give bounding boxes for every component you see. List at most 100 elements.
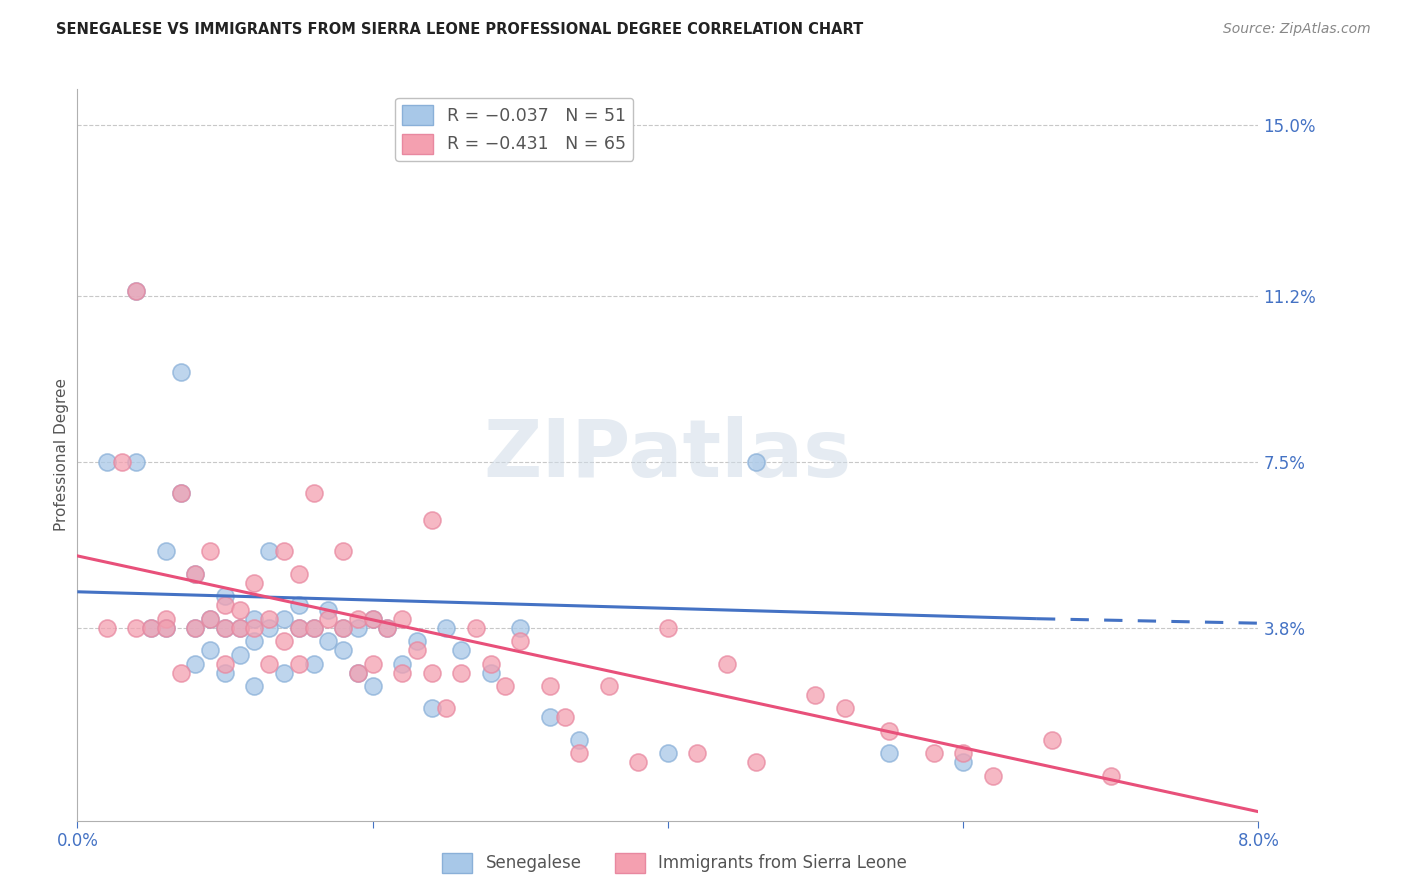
Point xyxy=(273,665,295,680)
Point xyxy=(538,679,561,693)
Point xyxy=(214,657,236,671)
Point xyxy=(657,621,679,635)
Point xyxy=(879,747,901,761)
Point xyxy=(686,747,709,761)
Point xyxy=(391,612,413,626)
Point xyxy=(436,701,458,715)
Point xyxy=(243,575,266,590)
Point xyxy=(302,621,325,635)
Point xyxy=(745,455,768,469)
Text: Source: ZipAtlas.com: Source: ZipAtlas.com xyxy=(1223,22,1371,37)
Point xyxy=(259,621,281,635)
Point xyxy=(450,643,472,657)
Point xyxy=(200,612,222,626)
Point xyxy=(318,603,340,617)
Point xyxy=(125,621,148,635)
Legend: Senegalese, Immigrants from Sierra Leone: Senegalese, Immigrants from Sierra Leone xyxy=(436,847,914,880)
Point xyxy=(479,665,502,680)
Point xyxy=(214,599,236,613)
Point xyxy=(229,621,252,635)
Point xyxy=(155,621,177,635)
Point xyxy=(465,621,488,635)
Point xyxy=(170,365,193,379)
Point xyxy=(657,747,679,761)
Point xyxy=(332,544,354,558)
Point xyxy=(259,657,281,671)
Point xyxy=(184,657,207,671)
Point xyxy=(273,544,295,558)
Point xyxy=(155,612,177,626)
Point xyxy=(627,756,650,770)
Point xyxy=(243,621,266,635)
Point xyxy=(952,756,974,770)
Point xyxy=(981,769,1004,783)
Point xyxy=(361,657,384,671)
Point xyxy=(288,657,311,671)
Point xyxy=(288,599,311,613)
Point xyxy=(834,701,856,715)
Point xyxy=(273,612,295,626)
Point xyxy=(288,621,311,635)
Legend: R = −0.037   N = 51, R = −0.431   N = 65: R = −0.037 N = 51, R = −0.431 N = 65 xyxy=(395,98,633,161)
Point xyxy=(347,665,370,680)
Point xyxy=(332,643,354,657)
Point xyxy=(598,679,620,693)
Point xyxy=(332,621,354,635)
Point xyxy=(302,621,325,635)
Point xyxy=(420,665,443,680)
Point xyxy=(184,566,207,581)
Point xyxy=(229,603,252,617)
Point xyxy=(361,612,384,626)
Point xyxy=(420,701,443,715)
Point xyxy=(1040,732,1063,747)
Point xyxy=(391,657,413,671)
Point xyxy=(184,566,207,581)
Point xyxy=(332,621,354,635)
Point xyxy=(302,486,325,500)
Point xyxy=(243,612,266,626)
Point xyxy=(495,679,517,693)
Point xyxy=(200,544,222,558)
Point xyxy=(302,657,325,671)
Point xyxy=(155,544,177,558)
Point xyxy=(170,486,193,500)
Point xyxy=(361,612,384,626)
Text: SENEGALESE VS IMMIGRANTS FROM SIERRA LEONE PROFESSIONAL DEGREE CORRELATION CHART: SENEGALESE VS IMMIGRANTS FROM SIERRA LEO… xyxy=(56,22,863,37)
Point xyxy=(716,657,738,671)
Point xyxy=(125,284,148,298)
Point xyxy=(214,589,236,603)
Point xyxy=(273,634,295,648)
Point xyxy=(184,621,207,635)
Point xyxy=(229,621,252,635)
Point xyxy=(318,612,340,626)
Point xyxy=(568,747,591,761)
Point xyxy=(420,513,443,527)
Point xyxy=(377,621,399,635)
Point xyxy=(125,284,148,298)
Point xyxy=(155,621,177,635)
Point xyxy=(141,621,163,635)
Point xyxy=(436,621,458,635)
Point xyxy=(879,723,901,738)
Point xyxy=(479,657,502,671)
Point xyxy=(96,455,118,469)
Point xyxy=(391,665,413,680)
Point xyxy=(568,732,591,747)
Point xyxy=(259,612,281,626)
Point xyxy=(1099,769,1122,783)
Text: ZIPatlas: ZIPatlas xyxy=(484,416,852,494)
Point xyxy=(450,665,472,680)
Point xyxy=(214,621,236,635)
Point xyxy=(554,710,576,724)
Y-axis label: Professional Degree: Professional Degree xyxy=(53,378,69,532)
Point xyxy=(184,621,207,635)
Point xyxy=(406,634,429,648)
Point xyxy=(200,643,222,657)
Point xyxy=(229,648,252,662)
Point xyxy=(377,621,399,635)
Point xyxy=(288,566,311,581)
Point xyxy=(243,634,266,648)
Point xyxy=(141,621,163,635)
Point xyxy=(259,544,281,558)
Point xyxy=(200,612,222,626)
